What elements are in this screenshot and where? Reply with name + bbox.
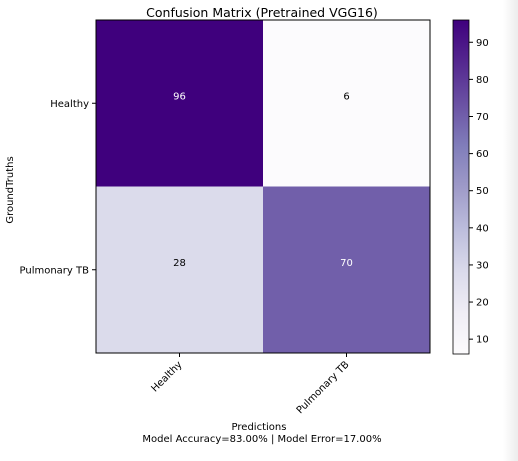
colorbar-tick-label: 80 [476,75,489,86]
cell-value-label: 28 [173,258,186,269]
x-tick-label: Pulmonary TB [295,359,352,416]
y-axis-ticks: Healthy Pulmonary TB [20,99,96,276]
chart-title: Confusion Matrix (Pretrained VGG16) [146,5,378,20]
x-axis-label: Predictions [232,422,287,433]
colorbar-ticks: 10 20 30 40 50 60 70 80 90 [469,38,489,346]
cell-value-label: 6 [343,91,349,102]
page-right-edge-shadow [503,0,518,461]
heatmap-cells: 96 6 28 70 [96,20,430,353]
colorbar [452,19,470,355]
plot-frame [95,19,431,354]
y-tick-label: Healthy [50,99,89,110]
y-axis-label: GroundTruths [5,156,16,223]
colorbar-tick-label: 30 [476,260,489,271]
accuracy-caption: Model Accuracy=83.00% | Model Error=17.0… [142,434,381,445]
cell-healthy-healthy [96,20,263,187]
cell-value-label: 70 [340,258,353,269]
x-axis-ticks: Healthy Pulmonary TB [149,353,352,416]
colorbar-tick-label: 40 [476,223,489,234]
cell-pulmonary-tb-healthy [96,186,263,353]
cell-pulmonary-tb-pulmonary-tb [263,186,430,353]
x-tick-label: Healthy [149,359,184,394]
colorbar-tick-label: 90 [476,38,489,49]
cell-value-label: 96 [173,91,186,102]
cell-healthy-pulmonary-tb [263,20,430,187]
y-tick-label: Pulmonary TB [20,265,90,276]
colorbar-tick-label: 20 [476,298,489,309]
colorbar-tick-label: 10 [476,335,489,346]
colorbar-tick-label: 70 [476,112,489,123]
colorbar-tick-label: 50 [476,186,489,197]
colorbar-tick-label: 60 [476,149,489,160]
